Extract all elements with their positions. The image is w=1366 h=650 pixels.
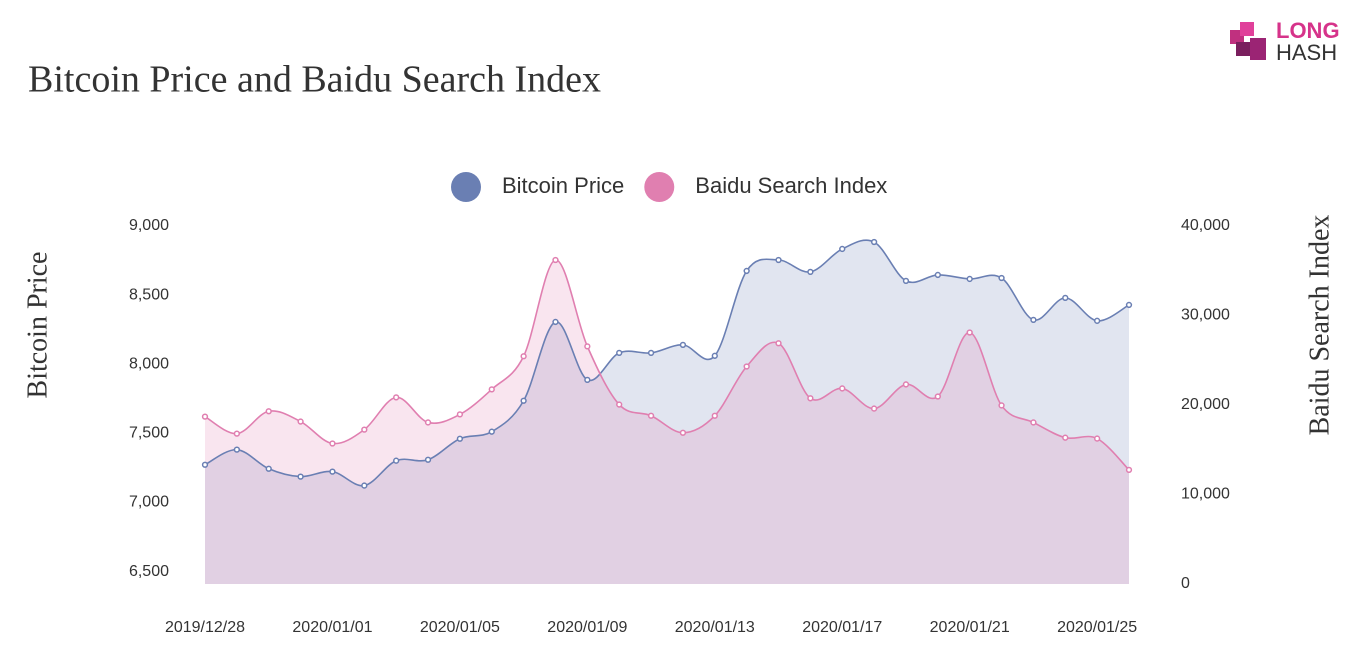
point — [584, 376, 591, 383]
point — [265, 408, 272, 415]
x-tick-label: 2019/12/28 — [165, 619, 245, 636]
point — [1125, 466, 1133, 474]
chart-title: Bitcoin Price and Baidu Search Index — [28, 59, 601, 101]
x-tick-label: 2020/01/21 — [930, 619, 1010, 636]
point — [775, 340, 782, 347]
point — [233, 446, 241, 453]
point — [1125, 301, 1133, 309]
x-tick-label: 2020/01/13 — [675, 619, 755, 636]
point — [552, 318, 559, 326]
point — [743, 363, 750, 370]
point — [424, 419, 432, 426]
y-tick-label: 7,500 — [129, 425, 169, 442]
point — [1062, 294, 1069, 302]
y2-tick-label: 0 — [1181, 575, 1190, 592]
point — [679, 341, 687, 349]
y2-tick-label: 30,000 — [1181, 307, 1230, 324]
legend-label: Bitcoin Price — [502, 173, 624, 198]
point — [361, 426, 368, 433]
y-axis-title: Bitcoin Price — [22, 252, 53, 399]
point — [297, 473, 304, 480]
point — [265, 465, 272, 472]
x-tick-label: 2020/01/01 — [292, 619, 372, 636]
y2-axis-title: Baidu Search Index — [1304, 215, 1335, 436]
logo: LONG HASH — [1230, 18, 1340, 65]
point — [488, 428, 495, 435]
point — [1030, 316, 1037, 324]
point — [934, 271, 941, 279]
point — [393, 457, 400, 464]
point — [456, 435, 464, 442]
point — [1062, 434, 1069, 441]
logo-cube — [1236, 42, 1250, 56]
y2-tick-label: 40,000 — [1181, 217, 1230, 234]
point — [488, 386, 495, 393]
point — [647, 349, 655, 357]
point — [870, 238, 878, 246]
legend-marker — [644, 172, 675, 202]
point — [456, 411, 464, 418]
point — [616, 349, 623, 357]
point — [297, 418, 304, 425]
point — [902, 381, 910, 388]
point — [584, 343, 591, 350]
point — [424, 456, 432, 463]
logo-cube — [1250, 38, 1266, 60]
point — [201, 413, 209, 420]
point — [679, 429, 687, 436]
point — [616, 401, 623, 408]
point — [775, 256, 782, 264]
x-tick-label: 2020/01/09 — [547, 619, 627, 636]
point — [839, 385, 846, 392]
legend-label: Baidu Search Index — [695, 173, 887, 198]
area — [205, 240, 1129, 584]
point — [647, 412, 655, 419]
point — [1030, 419, 1037, 426]
point — [711, 352, 718, 359]
point — [743, 267, 750, 275]
point — [966, 329, 973, 336]
y2-tick-label: 10,000 — [1181, 486, 1230, 503]
point — [1093, 317, 1101, 324]
point — [329, 468, 336, 475]
x-tick-label: 2020/01/25 — [1057, 619, 1137, 636]
point — [361, 482, 368, 489]
point — [552, 256, 559, 264]
y-tick-label: 7,000 — [129, 494, 169, 511]
point — [233, 430, 241, 437]
point — [393, 394, 400, 401]
point — [998, 402, 1005, 409]
point — [902, 277, 910, 285]
y-tick-label: 6,500 — [129, 563, 169, 580]
point — [998, 274, 1005, 282]
point — [839, 245, 846, 253]
y-tick-label: 8,000 — [129, 355, 169, 372]
point — [201, 461, 209, 468]
y-tick-label: 8,500 — [129, 286, 169, 303]
point — [1093, 435, 1101, 442]
point — [711, 412, 718, 419]
point — [520, 353, 527, 360]
point — [807, 395, 814, 402]
logo-text: LONG — [1276, 18, 1340, 43]
point — [329, 440, 336, 447]
logo-text: HASH — [1276, 40, 1337, 65]
point — [934, 393, 941, 400]
x-tick-label: 2020/01/05 — [420, 619, 500, 636]
y-tick-label: 9,000 — [129, 217, 169, 234]
point — [966, 275, 973, 283]
point — [870, 405, 878, 412]
area — [205, 259, 1129, 584]
legend-marker — [451, 172, 481, 202]
logo-cube — [1240, 22, 1254, 36]
x-tick-label: 2020/01/17 — [802, 619, 882, 636]
y2-tick-label: 20,000 — [1181, 396, 1230, 413]
point — [807, 268, 814, 276]
point — [520, 397, 527, 404]
